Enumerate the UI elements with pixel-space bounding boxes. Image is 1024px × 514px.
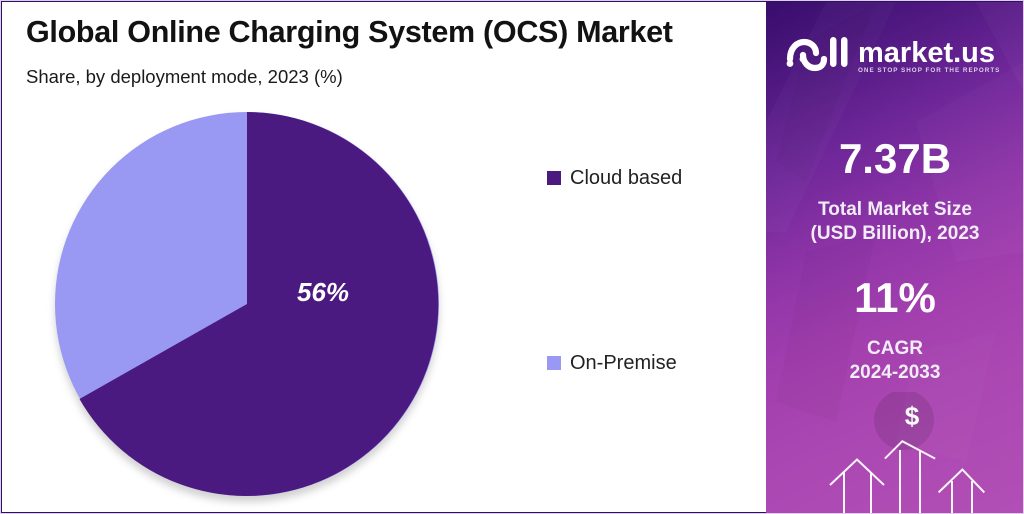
- svg-text:market.us: market.us: [858, 37, 995, 69]
- svg-text:$: $: [905, 401, 920, 431]
- svg-text:ONE STOP SHOP FOR THE REPORTS: ONE STOP SHOP FOR THE REPORTS: [858, 67, 1000, 74]
